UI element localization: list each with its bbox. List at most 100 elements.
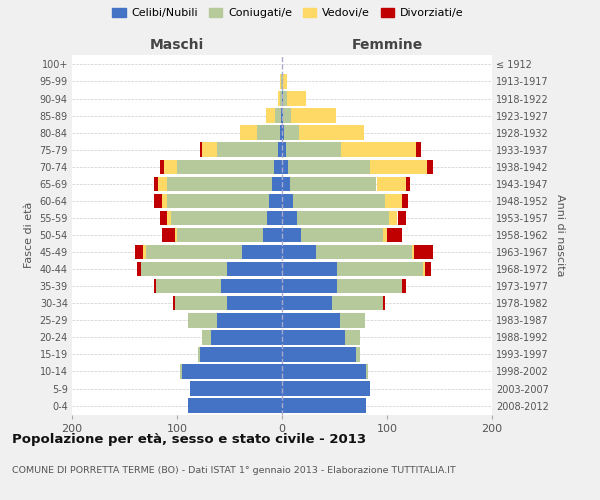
Bar	[202, 142, 217, 157]
Bar	[282, 245, 316, 260]
Bar	[282, 279, 337, 293]
Bar	[283, 108, 292, 123]
Bar	[154, 279, 156, 293]
Bar	[257, 126, 280, 140]
Bar	[355, 347, 360, 362]
Bar	[187, 313, 217, 328]
Bar	[416, 142, 421, 157]
Bar	[293, 194, 385, 208]
Bar	[282, 398, 366, 413]
Bar	[282, 92, 283, 106]
Bar	[175, 228, 177, 242]
Bar	[187, 398, 282, 413]
Bar	[282, 296, 332, 310]
Bar	[217, 142, 278, 157]
Bar	[283, 74, 287, 88]
Bar	[385, 194, 402, 208]
Bar	[282, 176, 290, 191]
Bar	[167, 194, 269, 208]
Bar	[180, 364, 182, 378]
Bar	[263, 228, 282, 242]
Bar	[175, 296, 227, 310]
Bar	[412, 245, 415, 260]
Bar	[414, 245, 433, 260]
Bar	[282, 313, 340, 328]
Bar	[280, 126, 282, 140]
Bar	[163, 228, 175, 242]
Bar	[340, 313, 365, 328]
Bar	[282, 347, 355, 362]
Bar	[345, 330, 360, 344]
Bar	[221, 279, 282, 293]
Bar	[316, 245, 412, 260]
Bar	[402, 194, 408, 208]
Bar	[370, 160, 427, 174]
Text: Popolazione per età, sesso e stato civile - 2013: Popolazione per età, sesso e stato civil…	[12, 432, 366, 446]
Bar	[377, 176, 406, 191]
Bar	[198, 347, 200, 362]
Bar	[282, 108, 283, 123]
Bar	[282, 382, 370, 396]
Bar	[242, 245, 282, 260]
Bar	[281, 108, 282, 123]
Bar	[282, 74, 283, 88]
Bar	[282, 142, 286, 157]
Bar	[158, 176, 167, 191]
Bar	[389, 210, 397, 225]
Bar	[332, 296, 383, 310]
Bar	[280, 74, 281, 88]
Text: COMUNE DI PORRETTA TERME (BO) - Dati ISTAT 1° gennaio 2013 - Elaborazione TUTTIT: COMUNE DI PORRETTA TERME (BO) - Dati IST…	[12, 466, 456, 475]
Bar	[135, 245, 143, 260]
Bar	[383, 228, 387, 242]
Bar	[227, 296, 282, 310]
Bar	[190, 382, 282, 396]
Bar	[177, 160, 274, 174]
Bar	[402, 279, 406, 293]
Bar	[154, 176, 158, 191]
Bar	[284, 126, 299, 140]
Bar	[292, 108, 335, 123]
Bar	[211, 330, 282, 344]
Bar	[268, 210, 282, 225]
Bar	[275, 108, 281, 123]
Bar	[146, 245, 242, 260]
Bar	[164, 160, 177, 174]
Bar	[282, 364, 366, 378]
Bar	[290, 176, 377, 191]
Bar	[337, 279, 402, 293]
Bar	[167, 176, 271, 191]
Bar	[289, 160, 370, 174]
Bar	[425, 262, 431, 276]
Bar	[282, 210, 296, 225]
Bar	[282, 228, 301, 242]
Bar	[278, 92, 280, 106]
Bar	[281, 74, 282, 88]
Bar	[200, 142, 202, 157]
Bar	[406, 176, 410, 191]
Bar	[156, 279, 221, 293]
Bar	[422, 262, 425, 276]
Bar	[282, 330, 345, 344]
Bar	[167, 210, 171, 225]
Bar	[280, 92, 282, 106]
Bar	[282, 126, 284, 140]
Bar	[296, 210, 389, 225]
Bar	[266, 108, 275, 123]
Bar	[240, 126, 257, 140]
Bar	[142, 262, 227, 276]
Bar	[173, 296, 175, 310]
Bar	[282, 160, 289, 174]
Y-axis label: Anni di nascita: Anni di nascita	[554, 194, 565, 276]
Bar	[202, 330, 211, 344]
Bar	[299, 126, 364, 140]
Bar	[398, 210, 406, 225]
Text: Maschi: Maschi	[150, 38, 204, 52]
Bar	[217, 313, 282, 328]
Bar	[143, 245, 146, 260]
Bar	[177, 228, 263, 242]
Bar	[287, 92, 306, 106]
Bar	[366, 364, 368, 378]
Bar	[337, 262, 422, 276]
Bar	[283, 92, 287, 106]
Legend: Celibi/Nubili, Coniugati/e, Vedovi/e, Divorziati/e: Celibi/Nubili, Coniugati/e, Vedovi/e, Di…	[108, 3, 468, 22]
